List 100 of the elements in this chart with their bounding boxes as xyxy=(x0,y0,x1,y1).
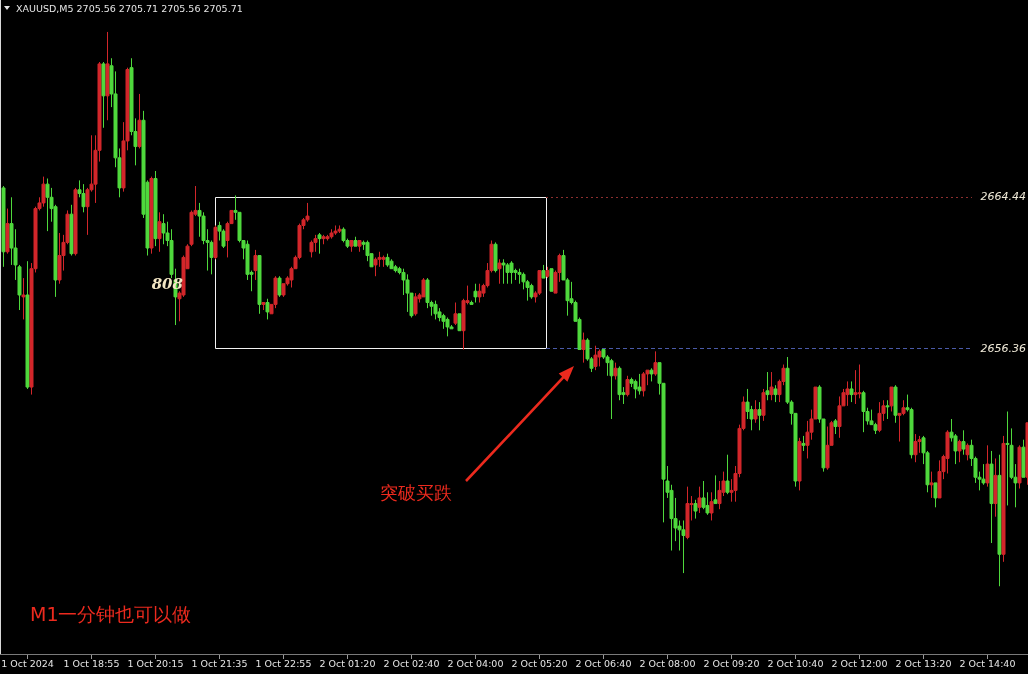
candlestick xyxy=(613,362,618,381)
candlestick xyxy=(261,302,266,311)
candlestick xyxy=(965,442,970,461)
candlestick xyxy=(913,433,918,463)
candlestick xyxy=(849,380,854,403)
x-tick-label: 2 Oct 02:40 xyxy=(383,658,440,669)
candlestick xyxy=(277,275,282,298)
candlestick xyxy=(313,234,318,253)
candlestick xyxy=(45,178,50,232)
candlestick xyxy=(157,211,162,253)
candlestick xyxy=(501,258,506,285)
candlestick xyxy=(57,232,62,285)
candlestick xyxy=(5,208,10,255)
candlestick xyxy=(845,380,850,407)
candlestick xyxy=(137,93,142,149)
candlestick xyxy=(617,365,622,401)
candlestick xyxy=(769,371,774,401)
y-tick-label: 2664.44 xyxy=(980,190,1026,204)
candlestick xyxy=(413,292,418,317)
candlestick xyxy=(929,471,934,499)
candlestick xyxy=(81,183,86,213)
candlestick xyxy=(693,499,698,520)
candlestick xyxy=(333,224,338,236)
candlestick xyxy=(1,185,6,268)
candlestick xyxy=(933,482,938,508)
candlestick xyxy=(153,170,158,247)
candlestick xyxy=(653,350,658,377)
candlestick xyxy=(797,437,802,491)
candlestick xyxy=(349,240,354,253)
candlestick xyxy=(993,457,998,518)
candlestick xyxy=(801,435,806,452)
candlestick xyxy=(433,300,438,320)
candlestick xyxy=(457,313,462,332)
candlestick xyxy=(889,386,894,412)
candlestick xyxy=(765,371,770,401)
candlestick xyxy=(989,450,994,544)
candlestick xyxy=(877,401,882,433)
candlestick xyxy=(593,345,598,371)
candlestick xyxy=(453,302,458,326)
candlestick xyxy=(985,444,990,488)
candlestick xyxy=(337,224,342,234)
candlestick xyxy=(549,268,554,292)
candlestick xyxy=(685,486,690,540)
candlestick xyxy=(505,262,510,285)
x-tick-label: 1 Oct 22:55 xyxy=(255,658,312,669)
candlestick xyxy=(637,373,642,396)
candlestick xyxy=(581,332,586,364)
x-tick-label: 2 Oct 04:00 xyxy=(447,658,504,669)
candlestick xyxy=(625,375,630,397)
candlestick xyxy=(477,283,482,304)
x-tick-label: 2 Oct 14:40 xyxy=(959,658,1016,669)
candlestick xyxy=(529,283,534,300)
candlestick xyxy=(697,486,702,514)
x-tick-label: 1 Oct 2024 xyxy=(1,658,54,669)
x-tick-label: 2 Oct 06:40 xyxy=(575,658,632,669)
candlestick xyxy=(893,384,898,424)
candlestick xyxy=(713,474,718,505)
candlestick xyxy=(213,224,218,260)
candlestick xyxy=(1025,422,1028,486)
candlestick xyxy=(517,268,522,285)
candlestick xyxy=(25,260,30,390)
candlestick xyxy=(997,454,1002,587)
candlestick xyxy=(381,255,386,268)
candlestick xyxy=(329,228,334,240)
x-tick-label: 2 Oct 05:20 xyxy=(511,658,568,669)
candlestick xyxy=(69,204,74,257)
candlestick xyxy=(1017,444,1022,490)
candlestick xyxy=(725,454,730,495)
candlestick xyxy=(253,249,258,281)
candlestick xyxy=(957,439,962,463)
candlestick xyxy=(1021,439,1026,478)
candlestick xyxy=(681,519,686,574)
candlestick xyxy=(161,213,166,245)
candlestick xyxy=(885,399,890,420)
candlestick xyxy=(445,317,450,337)
x-tick-label: 1 Oct 21:35 xyxy=(191,658,248,669)
candlestick xyxy=(757,401,762,431)
candlestick xyxy=(761,388,766,422)
candlestick xyxy=(373,256,378,277)
candlestick xyxy=(389,258,394,270)
candlestick xyxy=(385,253,390,268)
y-tick-label: 2656.36 xyxy=(980,341,1026,355)
candlestick xyxy=(545,266,550,279)
candlestick xyxy=(105,31,110,121)
candlestick xyxy=(317,232,322,255)
candlestick xyxy=(509,260,514,285)
x-tick-label: 2 Oct 01:20 xyxy=(319,658,376,669)
candlestick xyxy=(73,187,78,257)
candlestick xyxy=(861,390,866,433)
x-tick-label: 2 Oct 09:20 xyxy=(703,658,760,669)
candlestick xyxy=(981,463,986,486)
candlestick xyxy=(149,176,154,255)
candlestick xyxy=(709,491,714,521)
candlestick xyxy=(21,277,26,320)
candlestick xyxy=(541,264,546,279)
candlestick xyxy=(641,371,646,397)
candlestick xyxy=(609,358,614,420)
x-tick-label: 2 Oct 12:00 xyxy=(831,658,888,669)
annotation: M1一分钟也可以做 xyxy=(30,603,192,625)
annotation: 突破买跌 xyxy=(380,482,452,503)
